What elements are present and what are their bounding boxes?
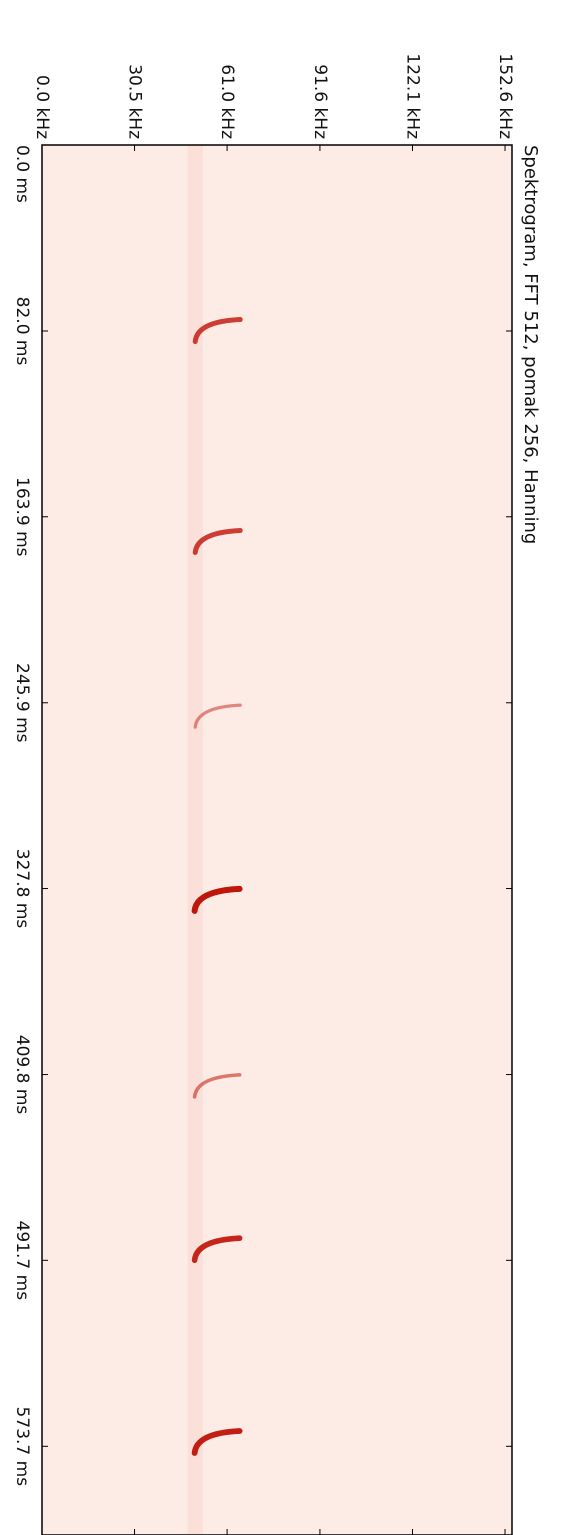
y-tick-label: 573.7 ms xyxy=(12,1407,32,1487)
call xyxy=(192,1073,242,1099)
y-tick-label: 245.9 ms xyxy=(12,663,32,743)
x-tick-label: 61.0 kHz xyxy=(217,64,237,139)
x-tick-label: 152.6 kHz xyxy=(495,53,515,139)
y-tick-label: 409.8 ms xyxy=(12,1035,32,1115)
y-tick-label: 327.8 ms xyxy=(12,849,32,929)
y-tick-label: 0.0 ms xyxy=(12,145,32,203)
call xyxy=(191,1235,243,1263)
x-tick-label: 0.0 kHz xyxy=(32,75,52,139)
call xyxy=(193,703,242,729)
y-tick-label: 491.7 ms xyxy=(12,1221,32,1301)
noise-band xyxy=(187,145,203,1535)
x-tick-label: 122.1 kHz xyxy=(402,53,422,139)
plot-area xyxy=(42,145,512,1535)
call xyxy=(192,527,243,555)
x-tick-label: 91.6 kHz xyxy=(310,64,330,139)
y-tick-label: 82.0 ms xyxy=(12,297,32,366)
plot-frame xyxy=(41,144,513,1535)
call xyxy=(191,1428,243,1456)
call xyxy=(192,317,243,345)
y-tick-label: 163.9 ms xyxy=(12,477,32,557)
x-tick-label: 30.5 kHz xyxy=(125,64,145,139)
chart-title: Spektrogram, FFT 512, pomak 256, Hanning xyxy=(520,145,541,544)
call xyxy=(191,885,243,914)
